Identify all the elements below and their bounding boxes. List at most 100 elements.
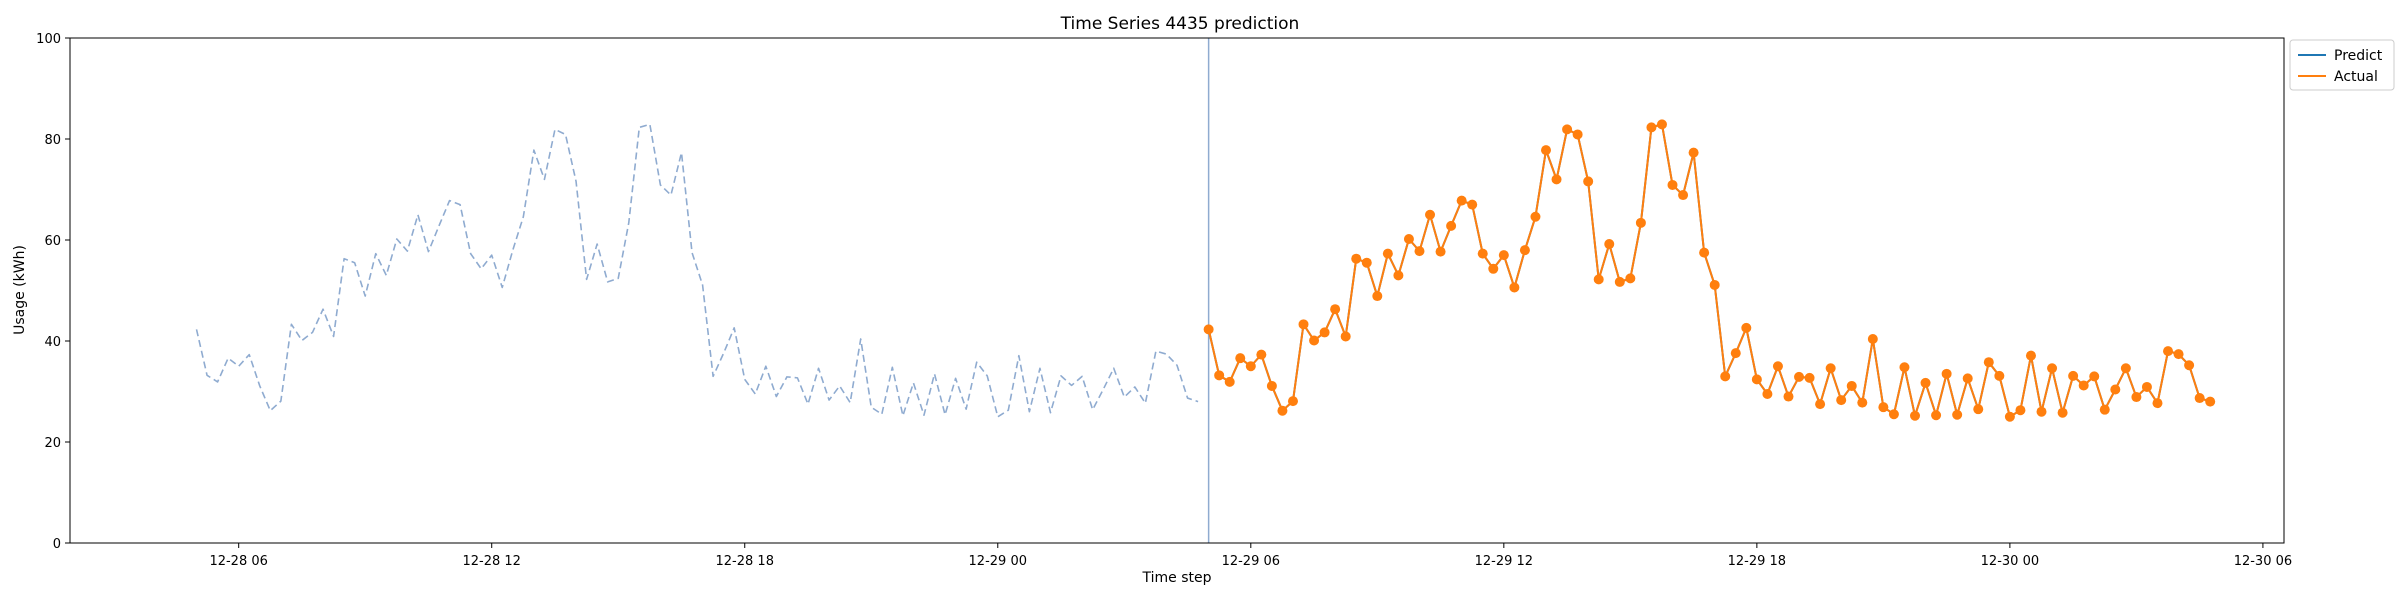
actual-point: [1393, 270, 1404, 281]
actual-point: [1910, 410, 1920, 421]
actual-point: [1783, 391, 1794, 402]
x-tick-label: 12-28 12: [462, 554, 520, 569]
x-tick-label: 12-29 12: [1475, 554, 1533, 569]
actual-point: [2068, 370, 2079, 381]
actual-point: [1878, 402, 1889, 413]
actual-point: [2004, 411, 2015, 422]
actual-point: [1477, 248, 1488, 259]
actual-point: [1931, 410, 1942, 421]
actual-point: [1530, 211, 1541, 222]
plot-area-frame: [69, 37, 2285, 544]
actual-point: [2057, 407, 2068, 418]
actual-point: [1836, 395, 1847, 406]
actual-point: [1815, 399, 1826, 410]
actual-point: [2047, 363, 2058, 374]
series-line-history: [195, 123, 1199, 418]
actual-point: [2036, 406, 2047, 417]
x-tick-label: 12-28 18: [716, 554, 774, 569]
actual-point: [1583, 176, 1594, 187]
y-axis: 0 20 40 60 80 100: [36, 32, 70, 552]
actual-point: [2152, 398, 2163, 409]
actual-point: [1941, 368, 1952, 379]
actual-point: [1372, 291, 1383, 302]
actual-point: [1920, 377, 1931, 388]
actual-point: [1656, 119, 1667, 130]
y-tick-label: 80: [44, 133, 61, 148]
actual-point: [1635, 217, 1646, 228]
actual-point: [1488, 263, 1499, 274]
actual-point: [1720, 371, 1731, 382]
actual-point: [1699, 247, 1710, 258]
actual-point: [1825, 363, 1836, 374]
chart-title: Time Series 4435 prediction: [1060, 14, 1300, 34]
actual-point: [1973, 404, 1984, 415]
actual-point: [1867, 333, 1878, 344]
actual-point: [1435, 246, 1446, 257]
actual-point: [1846, 380, 1857, 391]
actual-point: [1614, 276, 1625, 287]
legend: Predict Actual: [2289, 39, 2395, 91]
actual-point: [1762, 389, 1773, 400]
actual-point: [1235, 353, 1246, 364]
x-tick-label: 12-28 06: [209, 554, 267, 569]
actual-point: [1519, 245, 1530, 256]
x-tick-label: 12-30 06: [2234, 554, 2292, 569]
y-axis-label: Usage (kWh): [12, 245, 28, 335]
actual-point: [2194, 393, 2205, 404]
actual-point: [1857, 397, 1868, 408]
actual-point: [2141, 381, 2152, 392]
actual-point: [1287, 396, 1298, 407]
actual-point: [1604, 239, 1615, 250]
actual-point: [1730, 348, 1741, 359]
actual-point: [1678, 190, 1689, 201]
y-tick-label: 60: [44, 234, 61, 249]
y-tick-label: 40: [44, 335, 61, 350]
actual-point: [1983, 357, 1994, 368]
actual-point: [1625, 273, 1636, 284]
y-tick-label: 20: [44, 436, 61, 451]
actual-point: [1888, 409, 1899, 420]
actual-point: [1403, 233, 1414, 244]
y-tick-label: 100: [36, 32, 61, 47]
actual-point: [1256, 349, 1267, 360]
actual-point: [1572, 129, 1583, 140]
actual-point: [2089, 371, 2100, 382]
actual-point: [1414, 246, 1425, 257]
actual-point: [1224, 376, 1235, 387]
actual-point: [1709, 279, 1720, 290]
actual-point: [1266, 380, 1277, 391]
actual-point: [2205, 396, 2216, 407]
actual-point: [2099, 404, 2110, 415]
actual-point: [1203, 324, 1214, 335]
actual-point: [1751, 374, 1762, 385]
x-tick-label: 12-29 18: [1728, 554, 1786, 569]
actual-point: [1467, 199, 1478, 210]
x-tick-label: 12-29 06: [1222, 554, 1280, 569]
actual-point: [1456, 195, 1467, 206]
y-tick-label: 0: [53, 537, 61, 552]
x-tick-label: 12-29 00: [969, 554, 1027, 569]
x-tick-label: 12-30 00: [1981, 554, 2039, 569]
actual-point: [1741, 322, 1752, 333]
actual-point: [1309, 335, 1320, 346]
actual-point: [1667, 179, 1678, 190]
actual-point: [1541, 145, 1551, 156]
actual-point: [1593, 274, 1604, 285]
actual-point: [2120, 363, 2131, 374]
plot-series: [195, 38, 2216, 543]
legend-predict-label: Predict: [2334, 48, 2383, 64]
actual-point: [1361, 257, 1372, 268]
actual-point: [1214, 370, 1225, 381]
actual-point: [1319, 327, 1330, 338]
actual-point: [2110, 384, 2121, 395]
actual-point: [1382, 248, 1393, 259]
actual-point: [1351, 253, 1362, 264]
actual-point: [1245, 361, 1256, 372]
actual-point: [2184, 360, 2195, 371]
actual-point: [1962, 373, 1973, 384]
actual-point: [1688, 147, 1699, 158]
actual-point: [2131, 392, 2142, 403]
actual-point: [2078, 380, 2089, 391]
